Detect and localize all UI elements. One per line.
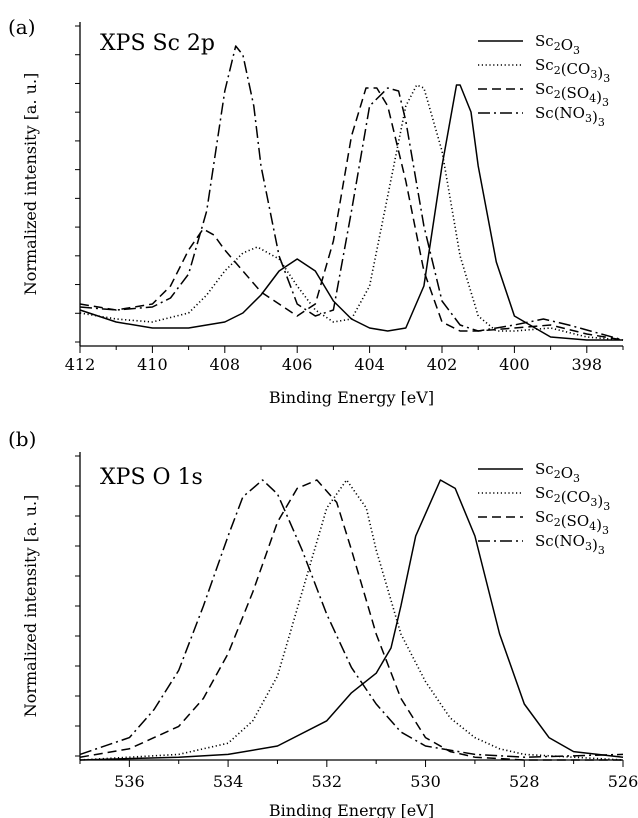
legend-text-part: Sc	[535, 460, 554, 478]
series-line-dashdot	[79, 45, 624, 341]
x-tick-label: 528	[509, 772, 540, 791]
legend-subscript: 2	[554, 40, 561, 53]
x-tick-label: 530	[410, 772, 441, 791]
panel-a-sc-2p: 412 410 408 406 404 402 400 398 Binding Energy […	[8, 15, 624, 407]
legend-text-part: Sc	[535, 80, 554, 98]
y-axis-label: Normalized intensity [a. u.]	[21, 495, 40, 718]
x-tick-label: 534	[213, 772, 244, 791]
x-tick-label: 412	[65, 355, 96, 374]
legend-subscript: 3	[585, 540, 592, 553]
x-tick-label: 410	[137, 355, 168, 374]
x-tick-label: 398	[572, 355, 603, 374]
legend-subscript: 2	[554, 516, 561, 529]
legend-text-part: )	[596, 516, 602, 534]
series-line-solid	[79, 479, 624, 761]
legend-label: Sc2(CO3)3	[535, 56, 610, 85]
legend-label: Sc2(SO4)3	[535, 508, 609, 537]
series-line-dashdot	[79, 479, 624, 758]
legend-text-part: Sc	[535, 508, 554, 526]
series-line-dotted	[79, 84, 624, 341]
legend-text-part: Sc	[535, 532, 554, 550]
legend-subscript: 3	[603, 500, 610, 513]
legend-text-part: )	[596, 88, 602, 106]
legend-text-part: O	[561, 464, 573, 482]
series-line-solid	[79, 84, 623, 341]
panel-b-o-1s: 536 534 532 530 528 526 Binding Energy [eV] Nor…	[8, 427, 638, 818]
legend-subscript: 3	[590, 68, 597, 81]
legend-subscript: 3	[598, 116, 605, 129]
series-line-dashed	[79, 479, 623, 761]
x-tick-label: 536	[114, 772, 145, 791]
legend-text-part: Sc	[535, 484, 554, 502]
x-axis-label: Binding Energy [eV]	[269, 801, 434, 818]
legend-text-part: (CO	[561, 488, 591, 506]
legend-subscript: 3	[598, 544, 605, 557]
x-tick-label: 408	[210, 355, 241, 374]
legend-text-part: (CO	[561, 60, 591, 78]
y-axis-label: Normalized intensity [a. u.]	[21, 73, 40, 296]
legend-label: Sc2O3	[535, 32, 580, 57]
legend-label: Sc2(SO4)3	[535, 80, 609, 109]
legend-text-part: Sc	[535, 32, 554, 50]
legend-text-part: )	[592, 536, 598, 554]
legend-text-part: Sc	[535, 104, 554, 122]
panel-label: (b)	[8, 427, 36, 451]
legend-subscript: 3	[590, 496, 597, 509]
legend-label: Sc(NO3)3	[535, 104, 605, 129]
chart-title: XPS Sc 2p	[100, 31, 215, 56]
legend-subscript: 2	[554, 468, 561, 481]
legend-text-part: )	[597, 492, 603, 510]
legend-subscript: 4	[589, 92, 596, 105]
x-axis-label: Binding Energy [eV]	[269, 388, 434, 407]
legend-text-part: (SO	[561, 84, 589, 102]
x-tick-label: 526	[608, 772, 638, 791]
legend-label: Sc2(CO3)3	[535, 484, 610, 513]
x-tick-label: 402	[427, 355, 458, 374]
panel-label: (a)	[8, 15, 36, 39]
legend-subscript: 4	[589, 520, 596, 533]
legend-text-part: )	[597, 64, 603, 82]
series-line-dashed	[79, 87, 624, 341]
legend-text-part: O	[561, 36, 573, 54]
x-tick-label: 400	[499, 355, 530, 374]
legend-subscript: 2	[554, 88, 561, 101]
legend-text-part: (NO	[554, 104, 585, 122]
legend-subscript: 3	[602, 96, 609, 109]
series-line-dotted	[79, 479, 624, 761]
x-tick-label: 406	[282, 355, 313, 374]
legend-subscript: 3	[603, 72, 610, 85]
legend-subscript: 3	[573, 472, 580, 485]
legend-text-part: Sc	[535, 56, 554, 74]
legend-text-part: (SO	[561, 512, 589, 530]
legend-subscript: 3	[573, 44, 580, 57]
legend-text-part: (NO	[554, 532, 585, 550]
legend-text-part: )	[592, 108, 598, 126]
legend-label: Sc(NO3)3	[535, 532, 605, 557]
chart-title: XPS O 1s	[100, 465, 203, 490]
legend-subscript: 3	[585, 112, 592, 125]
x-tick-label: 532	[312, 772, 343, 791]
legend-subscript: 2	[554, 64, 561, 77]
legend-label: Sc2O3	[535, 460, 580, 485]
legend-subscript: 3	[602, 524, 609, 537]
x-tick-label: 404	[354, 355, 385, 374]
legend-subscript: 2	[554, 492, 561, 505]
